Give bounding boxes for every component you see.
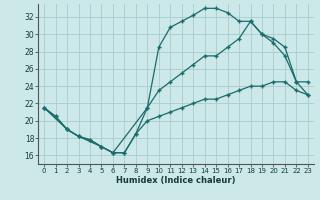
X-axis label: Humidex (Indice chaleur): Humidex (Indice chaleur) xyxy=(116,176,236,185)
